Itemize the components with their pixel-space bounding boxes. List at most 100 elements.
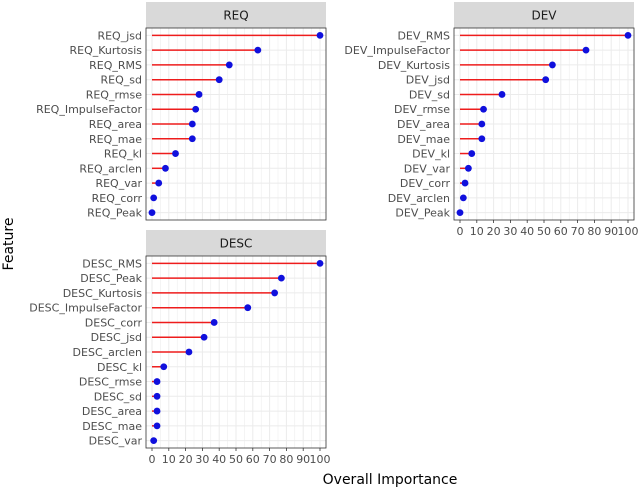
x-tick-label-50-desc: 50 <box>229 453 243 466</box>
point-req_rmse <box>195 91 203 98</box>
point-req_kurtosis <box>254 46 262 54</box>
point-dev_arclen <box>459 194 467 202</box>
feature-label-dev_rms: DEV_RMS <box>397 29 450 42</box>
feature-label-req_var: REQ_var <box>95 177 142 190</box>
feature-label-dev_mae: DEV_mae <box>397 133 450 146</box>
x-tick-label-70-desc: 70 <box>263 453 277 466</box>
point-req_mae <box>188 135 196 143</box>
x-tick-label-20-desc: 20 <box>179 453 193 466</box>
x-tick-label-50-dev: 50 <box>537 225 551 238</box>
point-req_area <box>188 120 196 128</box>
point-dev_kurtosis <box>549 61 556 69</box>
point-dev_kl <box>468 150 476 157</box>
point-req_sd <box>215 76 223 84</box>
panel-title-dev: DEV <box>531 9 557 23</box>
x-tick-label-90-desc: 90 <box>296 453 310 466</box>
point-dev_area <box>478 120 486 128</box>
x-tick-label-0-dev: 0 <box>457 225 464 238</box>
point-dev_impulsefactor <box>582 46 590 54</box>
y-axis-title: Feature <box>1 218 17 271</box>
point-req_kl <box>172 150 179 157</box>
panel-title-desc: DESC <box>220 237 253 251</box>
x-tick-label-90-dev: 90 <box>604 225 618 238</box>
x-axis-title: Overall Importance <box>323 472 458 488</box>
point-desc_kurtosis <box>271 289 279 297</box>
point-desc_corr <box>210 319 218 326</box>
point-req_corr <box>150 194 158 202</box>
feature-label-dev_kurtosis: DEV_Kurtosis <box>378 59 450 72</box>
point-dev_rms <box>624 31 632 39</box>
point-req_jsd <box>316 31 324 39</box>
point-req_rms <box>225 61 233 69</box>
feature-label-dev_sd: DEV_sd <box>409 88 450 101</box>
feature-label-req_area: REQ_area <box>89 118 142 131</box>
panel-dev: DEV DEV_RMS DEV_ImpulseFactor DEV_Kurtosis D… <box>344 2 638 238</box>
feature-label-dev_area: DEV_area <box>397 118 450 131</box>
x-tick-label-60-dev: 60 <box>554 225 568 238</box>
feature-label-dev_kl: DEV_kl <box>412 148 450 161</box>
point-dev_corr <box>461 179 469 187</box>
feature-label-desc_kurtosis: DESC_Kurtosis <box>63 287 143 300</box>
feature-label-req_kl: REQ_kl <box>104 148 142 161</box>
point-dev_peak <box>456 209 464 217</box>
x-tick-label-70-dev: 70 <box>571 225 585 238</box>
x-tick-label-20-dev: 20 <box>487 225 501 238</box>
point-req_impulsefactor <box>192 105 200 113</box>
feature-label-req_impulsefactor: REQ_ImpulseFactor <box>36 103 142 116</box>
point-desc_mae <box>153 422 161 430</box>
x-tick-label-40-dev: 40 <box>520 225 534 238</box>
feature-label-desc_peak: DESC_Peak <box>80 272 142 285</box>
feature-label-desc_sd: DESC_sd <box>94 390 142 403</box>
point-desc_peak <box>277 274 285 282</box>
panel-desc: DESC DESC_RMS DESC_Peak DESC_Kurtosis DESC_I… <box>29 230 331 466</box>
point-dev_var <box>465 164 472 172</box>
x-tick-label-0-desc: 0 <box>149 453 156 466</box>
feature-label-desc_corr: DESC_corr <box>85 316 143 329</box>
panel-req: REQ REQ_jsd REQ_Kurtosis REQ_RMS REQ_sdREQ_r… <box>36 2 327 221</box>
panel-strip-desc <box>146 230 326 256</box>
feature-label-req_sd: REQ_sd <box>101 74 142 87</box>
feature-label-req_mae: REQ_mae <box>89 133 142 146</box>
feature-label-dev_arclen: DEV_arclen <box>388 192 450 205</box>
x-tick-label-10-desc: 10 <box>162 453 176 466</box>
point-desc_jsd <box>200 333 208 341</box>
x-tick-label-100-dev: 100 <box>618 225 638 238</box>
point-desc_arclen <box>185 348 193 356</box>
feature-label-dev_var: DEV_var <box>404 162 451 175</box>
point-desc_area <box>153 407 161 415</box>
feature-label-req_corr: REQ_corr <box>92 192 143 205</box>
panel-strip-req <box>146 2 326 28</box>
point-desc_sd <box>153 392 161 400</box>
feature-label-desc_jsd: DESC_jsd <box>91 331 142 344</box>
point-dev_jsd <box>542 76 550 84</box>
point-desc_rmse <box>153 378 161 385</box>
x-tick-label-30-dev: 30 <box>503 225 517 238</box>
x-tick-label-80-dev: 80 <box>587 225 601 238</box>
point-desc_impulsefactor <box>244 304 252 312</box>
feature-label-dev_corr: DEV_corr <box>400 177 451 190</box>
feature-label-req_rmse: REQ_rmse <box>86 88 143 101</box>
feature-label-req_peak: REQ_Peak <box>87 207 143 220</box>
point-desc_var <box>150 437 158 445</box>
feature-label-dev_jsd: DEV_jsd <box>406 74 450 87</box>
x-tick-label-10-dev: 10 <box>470 225 484 238</box>
x-tick-label-60-desc: 60 <box>246 453 260 466</box>
plot-frame-req <box>145 27 327 221</box>
feature-label-desc_area: DESC_area <box>82 405 142 418</box>
point-req_arclen <box>162 164 169 172</box>
x-tick-label-80-desc: 80 <box>279 453 293 466</box>
point-dev_rmse <box>480 105 487 113</box>
feature-label-req_jsd: REQ_jsd <box>97 29 142 42</box>
point-dev_sd <box>498 91 506 98</box>
panel-title-req: REQ <box>223 9 248 23</box>
feature-label-desc_rms: DESC_RMS <box>82 257 142 270</box>
feature-label-dev_rmse: DEV_rmse <box>394 103 450 116</box>
panel-strip-dev <box>454 2 634 28</box>
point-req_var <box>155 179 163 187</box>
point-desc_rms <box>316 259 324 267</box>
point-dev_mae <box>478 135 486 143</box>
feature-label-req_kurtosis: REQ_Kurtosis <box>70 44 143 57</box>
point-req_peak <box>148 209 156 217</box>
point-desc_kl <box>160 363 168 371</box>
